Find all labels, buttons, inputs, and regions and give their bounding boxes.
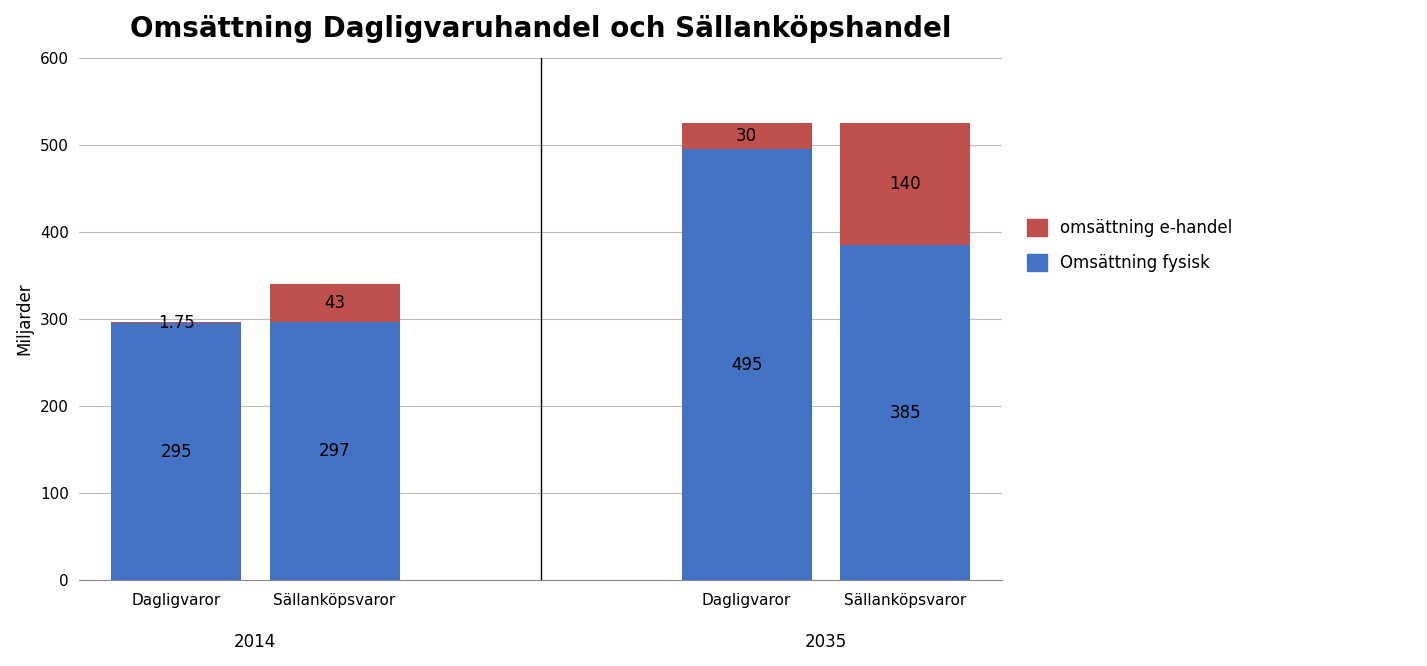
Text: 1.75: 1.75 [157,314,194,332]
Bar [111,322,241,324]
Text: 385: 385 [889,404,920,422]
Bar [682,123,812,149]
Text: 2035: 2035 [805,633,846,651]
Text: 495: 495 [731,356,762,374]
Bar [111,324,241,580]
Bar [270,322,400,580]
Text: 295: 295 [160,443,191,461]
Bar [841,245,970,580]
Y-axis label: Miljarder: Miljarder [16,282,33,356]
Text: 43: 43 [324,294,345,312]
Bar [270,284,400,322]
Bar [841,123,970,245]
Legend: omsättning e-handel, Omsättning fysisk: omsättning e-handel, Omsättning fysisk [1020,212,1239,279]
Text: 297: 297 [318,442,351,460]
Title: Omsättning Dagligvaruhandel och Sällanköpshandel: Omsättning Dagligvaruhandel och Sällankö… [130,15,952,43]
Text: 140: 140 [889,175,920,193]
Bar [682,149,812,580]
Text: 30: 30 [736,127,758,145]
Text: 2014: 2014 [234,633,277,651]
